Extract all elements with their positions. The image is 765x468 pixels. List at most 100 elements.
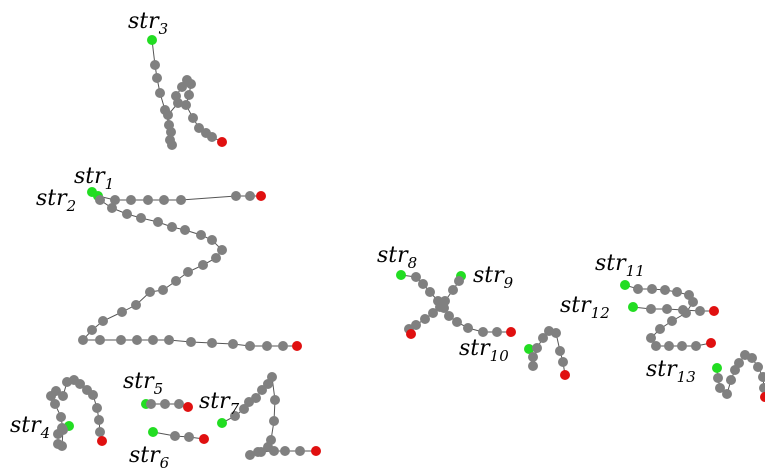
str10-label-base: str bbox=[459, 336, 491, 361]
str13-end-point bbox=[760, 392, 765, 402]
str2-point bbox=[278, 341, 288, 351]
str11-point bbox=[672, 287, 682, 297]
str2-point bbox=[136, 213, 146, 223]
str13-start-point bbox=[712, 363, 722, 373]
str4-point bbox=[58, 425, 68, 435]
str9-label-subscript: 9 bbox=[504, 274, 514, 292]
str5-point bbox=[160, 399, 170, 409]
str7-point bbox=[267, 372, 277, 382]
str3-label-subscript: 3 bbox=[159, 20, 169, 38]
str4-point bbox=[58, 391, 68, 401]
str7-label: str7 bbox=[199, 389, 240, 418]
str2-label: str2 bbox=[36, 186, 76, 215]
str2-point bbox=[132, 335, 142, 345]
str2-start-point bbox=[87, 187, 97, 197]
str13-point bbox=[734, 358, 744, 368]
str11-point bbox=[677, 341, 687, 351]
str3-point bbox=[207, 132, 217, 142]
str11-point bbox=[688, 297, 698, 307]
str11-start-point bbox=[620, 280, 630, 290]
str11-point bbox=[667, 316, 677, 326]
str9-point bbox=[435, 302, 445, 312]
str8-end-point bbox=[506, 327, 516, 337]
str1-point bbox=[231, 191, 241, 201]
str1-label-subscript: 1 bbox=[105, 175, 115, 193]
str4-point bbox=[94, 415, 104, 425]
str12-label-subscript: 12 bbox=[591, 304, 610, 322]
str2-point bbox=[107, 203, 117, 213]
str3-point bbox=[152, 73, 162, 83]
str1-point bbox=[245, 191, 255, 201]
str2-point bbox=[87, 325, 97, 335]
str3-point bbox=[171, 91, 181, 101]
str2-point bbox=[217, 245, 227, 255]
str11-point bbox=[651, 341, 661, 351]
str10-point bbox=[528, 352, 538, 362]
str8-label-subscript: 8 bbox=[408, 254, 418, 272]
str3-end-point bbox=[217, 137, 227, 147]
str11-point bbox=[647, 284, 657, 294]
str2-point bbox=[228, 339, 238, 349]
str3-point bbox=[166, 127, 176, 137]
str3-label-base: str bbox=[128, 9, 160, 34]
str4-label-base: str bbox=[10, 413, 42, 438]
str3-label: str3 bbox=[128, 9, 168, 38]
str6-label-subscript: 6 bbox=[160, 454, 170, 468]
str2-point bbox=[131, 300, 141, 310]
str2-point bbox=[183, 267, 193, 277]
str13-point bbox=[753, 362, 763, 372]
str2-point bbox=[158, 285, 168, 295]
str2-point bbox=[171, 276, 181, 286]
str1-label: str1 bbox=[74, 164, 114, 193]
str7-label-base: str bbox=[199, 389, 231, 414]
str2-point bbox=[180, 225, 190, 235]
str2-label-subscript: 2 bbox=[66, 197, 77, 215]
str2-point bbox=[211, 253, 221, 263]
str10-point bbox=[555, 346, 565, 356]
str2-point bbox=[117, 307, 127, 317]
str10-end-point bbox=[560, 370, 570, 380]
str10-label-subscript: 10 bbox=[490, 347, 510, 365]
str8-point bbox=[478, 327, 488, 337]
str12-point bbox=[646, 304, 656, 314]
str6-point bbox=[170, 431, 180, 441]
str3-point bbox=[188, 113, 198, 123]
str7-point bbox=[251, 393, 261, 403]
str4-end-point bbox=[97, 436, 107, 446]
str4-point bbox=[75, 379, 85, 389]
str7-point bbox=[269, 446, 279, 456]
str8-point bbox=[425, 287, 435, 297]
str6-label: str6 bbox=[129, 443, 170, 468]
str13-point bbox=[713, 373, 723, 383]
str6-path bbox=[152, 431, 205, 440]
str10-point bbox=[551, 328, 561, 338]
str3-point bbox=[150, 60, 160, 70]
str7-point bbox=[270, 395, 280, 405]
str9-point bbox=[448, 285, 458, 295]
str8-point bbox=[418, 279, 428, 289]
str3-point bbox=[163, 110, 173, 120]
str10-point bbox=[532, 343, 542, 353]
str7-point bbox=[239, 404, 249, 414]
str13-point bbox=[715, 383, 725, 393]
str12-label-base: str bbox=[560, 293, 592, 318]
str4-point bbox=[50, 399, 60, 409]
str11-point bbox=[655, 324, 665, 334]
str12-point bbox=[695, 306, 705, 316]
str11-path bbox=[624, 284, 712, 347]
str12-end-point bbox=[709, 306, 719, 316]
str10-point bbox=[528, 361, 538, 371]
str2-point bbox=[145, 287, 155, 297]
str5-label: str5 bbox=[123, 369, 163, 398]
str8-label: str8 bbox=[377, 243, 417, 272]
str2-point bbox=[122, 209, 132, 219]
str11-point bbox=[691, 341, 701, 351]
str11-label-subscript: 11 bbox=[626, 262, 645, 280]
str4-point bbox=[92, 403, 102, 413]
str4-point bbox=[56, 412, 66, 422]
str13-label: str13 bbox=[646, 357, 696, 386]
str13-point bbox=[758, 372, 765, 382]
str9-label: str9 bbox=[473, 263, 514, 292]
str4-label: str4 bbox=[10, 413, 50, 442]
str9-label-base: str bbox=[473, 263, 505, 288]
